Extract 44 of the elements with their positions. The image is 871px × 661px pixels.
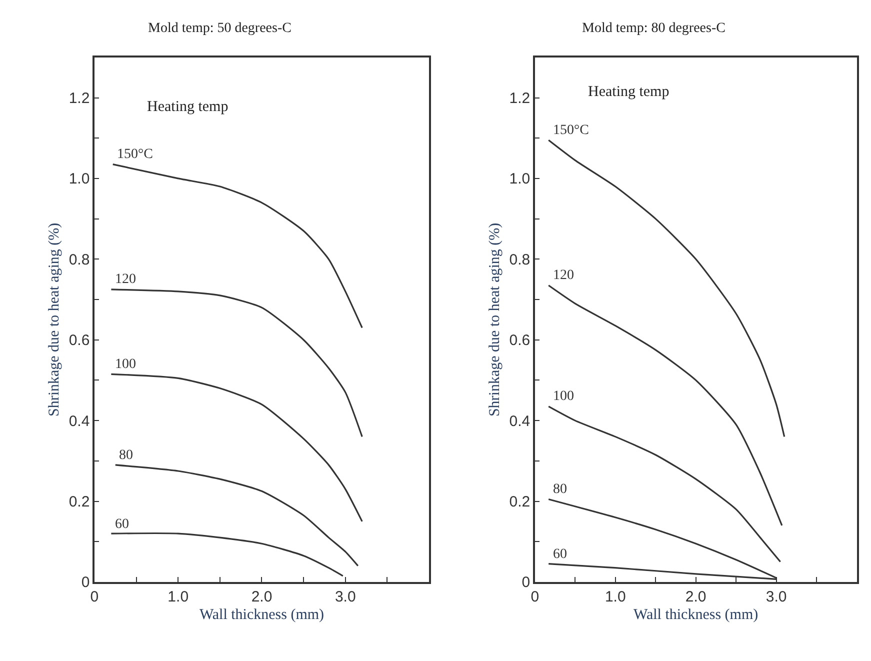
y-tick-label: 0.8 xyxy=(509,251,530,268)
line-series xyxy=(548,406,782,563)
y-tick-label: 0.4 xyxy=(68,412,90,430)
y-tick-label: 0.4 xyxy=(509,412,530,430)
y-tick-label: 0.6 xyxy=(509,332,530,350)
y-axis-title: Shrinkage due to heat aging (%) xyxy=(46,222,63,417)
chart-title: Mold temp: 50 degrees-C xyxy=(148,21,292,36)
y-tick-label: 1.0 xyxy=(68,170,90,188)
series-label: 120 xyxy=(115,272,136,287)
series-label: 80 xyxy=(553,482,567,497)
chart-title: Mold temp: 80 degrees-C xyxy=(582,21,726,36)
line-series xyxy=(114,464,359,567)
x-tick-label: 1.0 xyxy=(168,588,189,606)
series-label: 80 xyxy=(119,448,133,463)
x-tick-label: 1.0 xyxy=(604,588,626,606)
series-label: 150°C xyxy=(553,123,589,138)
y-tick-label: 0.6 xyxy=(68,332,90,350)
x-tick-label: 3.0 xyxy=(766,588,787,606)
annotation: Heating temp xyxy=(147,99,228,115)
y-tick-label: 1.2 xyxy=(509,90,530,107)
x-tick-label: 2.0 xyxy=(251,588,272,606)
line-series xyxy=(110,288,363,438)
y-tick-label: 1.2 xyxy=(68,90,90,107)
series-label: 100 xyxy=(115,357,136,372)
line-series xyxy=(548,284,783,526)
series-label: 100 xyxy=(553,389,574,404)
x-tick-label: 2.0 xyxy=(685,588,706,606)
x-axis-title: Wall thickness (mm) xyxy=(199,607,324,624)
annotation: Heating temp xyxy=(588,84,670,100)
y-tick-label: 0.2 xyxy=(68,494,90,511)
line-series xyxy=(112,164,363,329)
y-tick-label: 0 xyxy=(81,574,90,592)
series-label: 120 xyxy=(553,268,574,283)
series-label: 60 xyxy=(553,547,567,562)
series-label: 60 xyxy=(115,517,129,532)
y-tick-label: 0.2 xyxy=(509,494,530,511)
y-tick-label: 0.8 xyxy=(68,251,90,268)
y-axis-title: Shrinkage due to heat aging (%) xyxy=(487,222,504,417)
y-tick-label: 1.0 xyxy=(509,170,530,188)
series-label: 150°C xyxy=(117,147,153,162)
x-tick-label: 3.0 xyxy=(334,588,356,606)
x-axis-title: Wall thickness (mm) xyxy=(634,607,758,624)
line-series xyxy=(548,139,786,438)
y-tick-label: 0 xyxy=(522,574,530,592)
